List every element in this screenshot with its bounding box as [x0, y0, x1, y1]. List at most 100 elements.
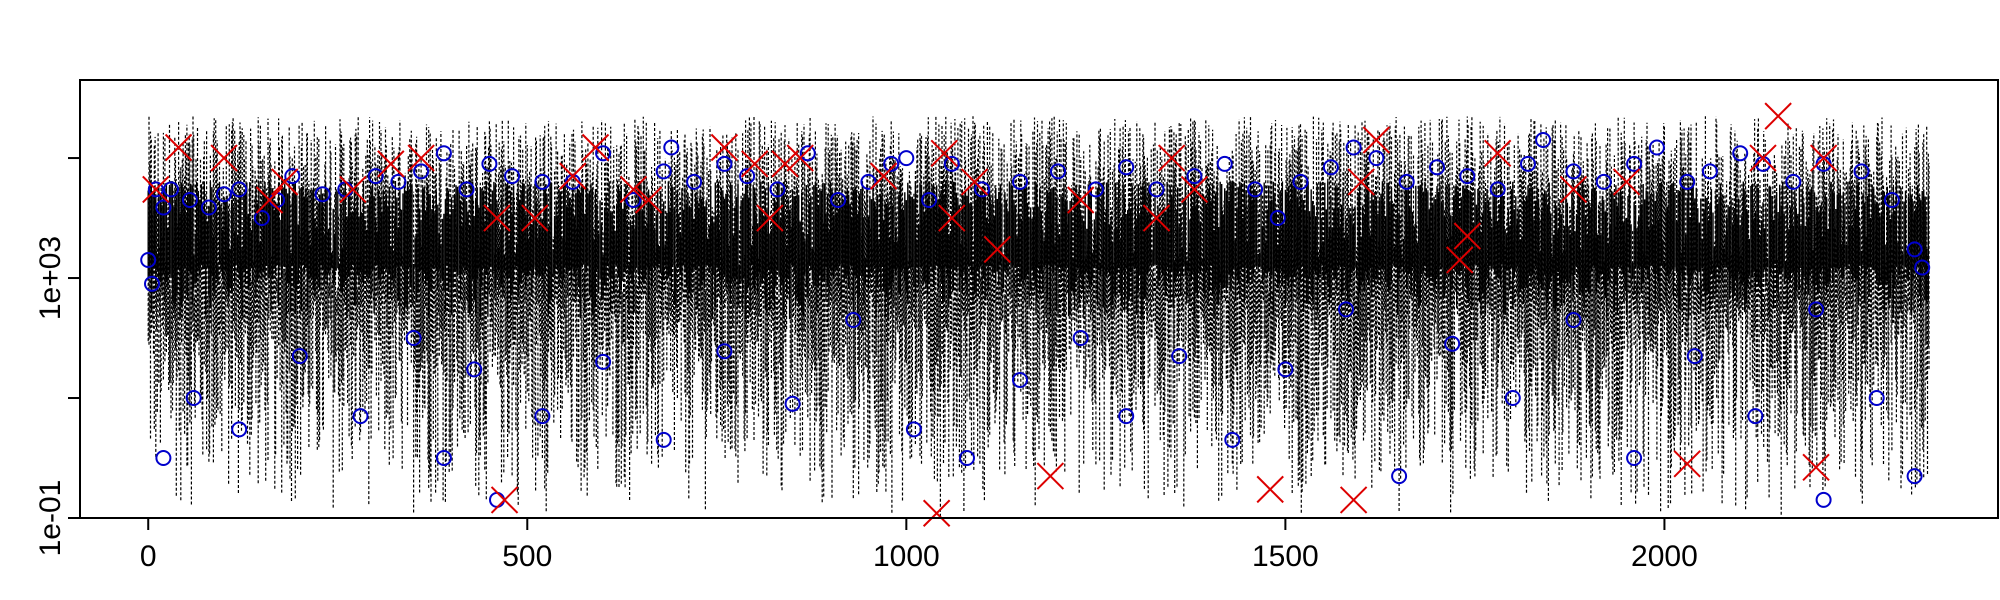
data-point-cross — [869, 162, 898, 190]
data-point-circle — [1292, 173, 1309, 190]
data-point-circle — [1186, 168, 1203, 185]
series-red-crosses — [142, 102, 1838, 527]
cross-stroke — [1347, 168, 1375, 196]
cross-stroke — [164, 133, 193, 162]
data-point-circle — [1648, 139, 1665, 156]
data-point-cross — [407, 144, 435, 172]
data-point-circle — [185, 390, 202, 406]
data-point-circle — [1148, 181, 1165, 198]
data-point-circle — [595, 145, 612, 162]
data-point-circle — [959, 450, 975, 466]
data-point-circle — [155, 450, 172, 466]
cross-stroke — [270, 168, 299, 196]
data-point-circle — [1171, 348, 1188, 365]
data-point-circle — [1626, 450, 1643, 466]
data-point-cross — [1339, 486, 1368, 514]
cross-stroke — [922, 499, 951, 527]
data-point-cross — [1347, 168, 1375, 196]
data-point-cross — [521, 204, 549, 232]
data-point-circle — [655, 431, 672, 448]
data-point-circle — [1072, 330, 1089, 346]
data-point-circle — [1595, 173, 1612, 190]
data-point-circle — [504, 168, 521, 185]
cross-stroke — [1764, 102, 1792, 130]
data-point-circle — [216, 186, 232, 203]
data-point-cross — [634, 186, 663, 214]
data-point-circle — [284, 168, 301, 185]
data-point-circle — [1368, 150, 1385, 167]
data-point-circle — [1459, 168, 1476, 185]
data-point-circle — [974, 181, 991, 198]
data-point-circle — [181, 192, 198, 208]
data-point-circle — [1747, 408, 1764, 425]
data-point-circle — [1906, 468, 1923, 485]
data-point-circle — [716, 343, 733, 360]
cross-stroke — [581, 133, 610, 162]
cross-stroke — [1066, 186, 1095, 214]
data-point-cross — [377, 150, 405, 178]
data-point-circle — [830, 192, 847, 208]
cross-stroke — [1446, 246, 1474, 274]
data-point-circle — [1853, 163, 1870, 180]
data-point-cross — [1559, 175, 1588, 204]
plot-frame — [79, 79, 1999, 519]
cross-stroke — [938, 204, 966, 232]
data-point-circle — [1391, 468, 1408, 485]
data-point-cross — [164, 133, 193, 162]
cross-stroke — [483, 204, 511, 232]
cross-stroke — [1256, 475, 1284, 504]
data-point-circle — [1686, 348, 1703, 365]
data-point-circle — [663, 139, 680, 156]
data-point-circle — [1224, 431, 1241, 448]
data-point-circle — [458, 181, 475, 198]
data-point-cross — [581, 133, 610, 162]
data-point-cross — [255, 186, 284, 214]
data-point-circle — [1868, 390, 1885, 406]
cross-stroke — [786, 144, 814, 172]
data-point-cross — [922, 499, 951, 527]
data-point-circle — [413, 163, 430, 180]
data-point-circle — [1535, 132, 1552, 148]
data-point-circle — [1277, 361, 1294, 378]
data-point-circle — [291, 348, 308, 365]
data-point-circle — [1906, 241, 1923, 258]
data-point-cross — [756, 204, 784, 232]
y-axis: 1e-01 1e+03 — [34, 157, 80, 556]
cross-stroke — [1453, 222, 1482, 250]
data-point-circle — [144, 275, 160, 292]
cross-stroke — [1612, 168, 1641, 196]
cross-stroke — [1559, 175, 1588, 204]
data-point-circle — [534, 408, 551, 425]
series-dense-core-path — [147, 181, 1929, 320]
cross-stroke — [1362, 126, 1391, 154]
data-point-cross — [741, 150, 769, 178]
data-point-circle — [390, 173, 407, 190]
data-point-circle — [1883, 192, 1900, 208]
data-point-circle — [686, 173, 703, 190]
data-point-cross — [786, 144, 814, 172]
cross-stroke — [634, 186, 663, 214]
data-point-circle — [1247, 181, 1264, 198]
data-point-circle — [253, 210, 270, 226]
data-point-cross — [1483, 139, 1512, 168]
data-point-cross — [339, 175, 367, 204]
data-point-circle — [367, 168, 384, 185]
data-point-circle — [489, 491, 505, 508]
data-point-circle — [1345, 139, 1362, 156]
cross-stroke — [1339, 486, 1368, 514]
data-point-circle — [1732, 145, 1749, 162]
cross-stroke — [930, 139, 958, 168]
data-point-circle — [231, 181, 248, 198]
data-point-circle — [799, 145, 816, 162]
data-point-cross — [930, 139, 958, 168]
data-point-circle — [883, 155, 900, 172]
data-point-cross — [1612, 168, 1641, 196]
data-point-cross — [142, 175, 170, 204]
x-tick-label: 2000 — [1631, 540, 1698, 573]
data-point-circle — [1808, 301, 1825, 318]
data-point-circle — [1012, 173, 1028, 190]
cross-stroke — [339, 175, 367, 204]
data-point-circle — [655, 163, 672, 180]
data-point-circle — [716, 155, 733, 172]
